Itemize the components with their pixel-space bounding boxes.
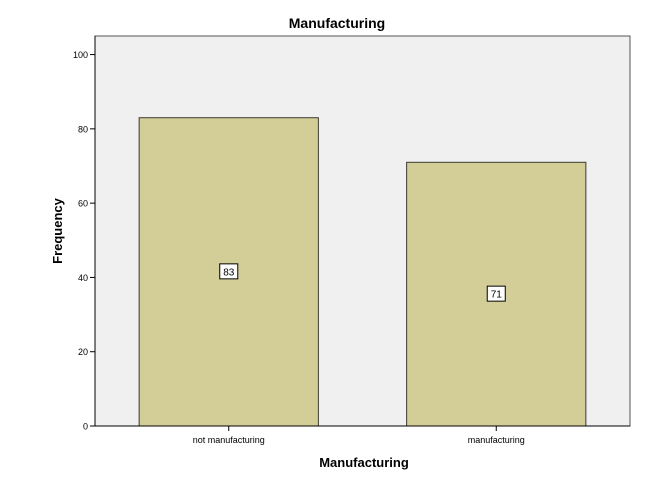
x-tick-label: manufacturing — [468, 435, 525, 445]
chart-title: Manufacturing — [289, 15, 385, 31]
data-label-box — [219, 263, 239, 280]
data-label: 71 — [491, 290, 503, 301]
x-axis-label: Manufacturing — [319, 455, 409, 470]
y-tick-label: 100 — [73, 50, 88, 60]
bars-layer: 83 71 — [138, 117, 587, 427]
y-tick-label: 40 — [78, 273, 88, 283]
data-label: 83 — [223, 267, 235, 278]
x-axis: not manufacturing manufacturing — [95, 425, 630, 445]
y-axis-label: Frequency — [50, 197, 65, 264]
y-tick-label: 60 — [78, 199, 88, 209]
y-tick-label: 20 — [78, 347, 88, 357]
y-axis: 0 20 40 60 80 100 — [73, 36, 96, 432]
y-tick-label: 0 — [83, 422, 88, 432]
data-label-box — [486, 285, 506, 302]
x-tick-label: not manufacturing — [193, 435, 265, 445]
y-tick-label: 80 — [78, 124, 88, 134]
